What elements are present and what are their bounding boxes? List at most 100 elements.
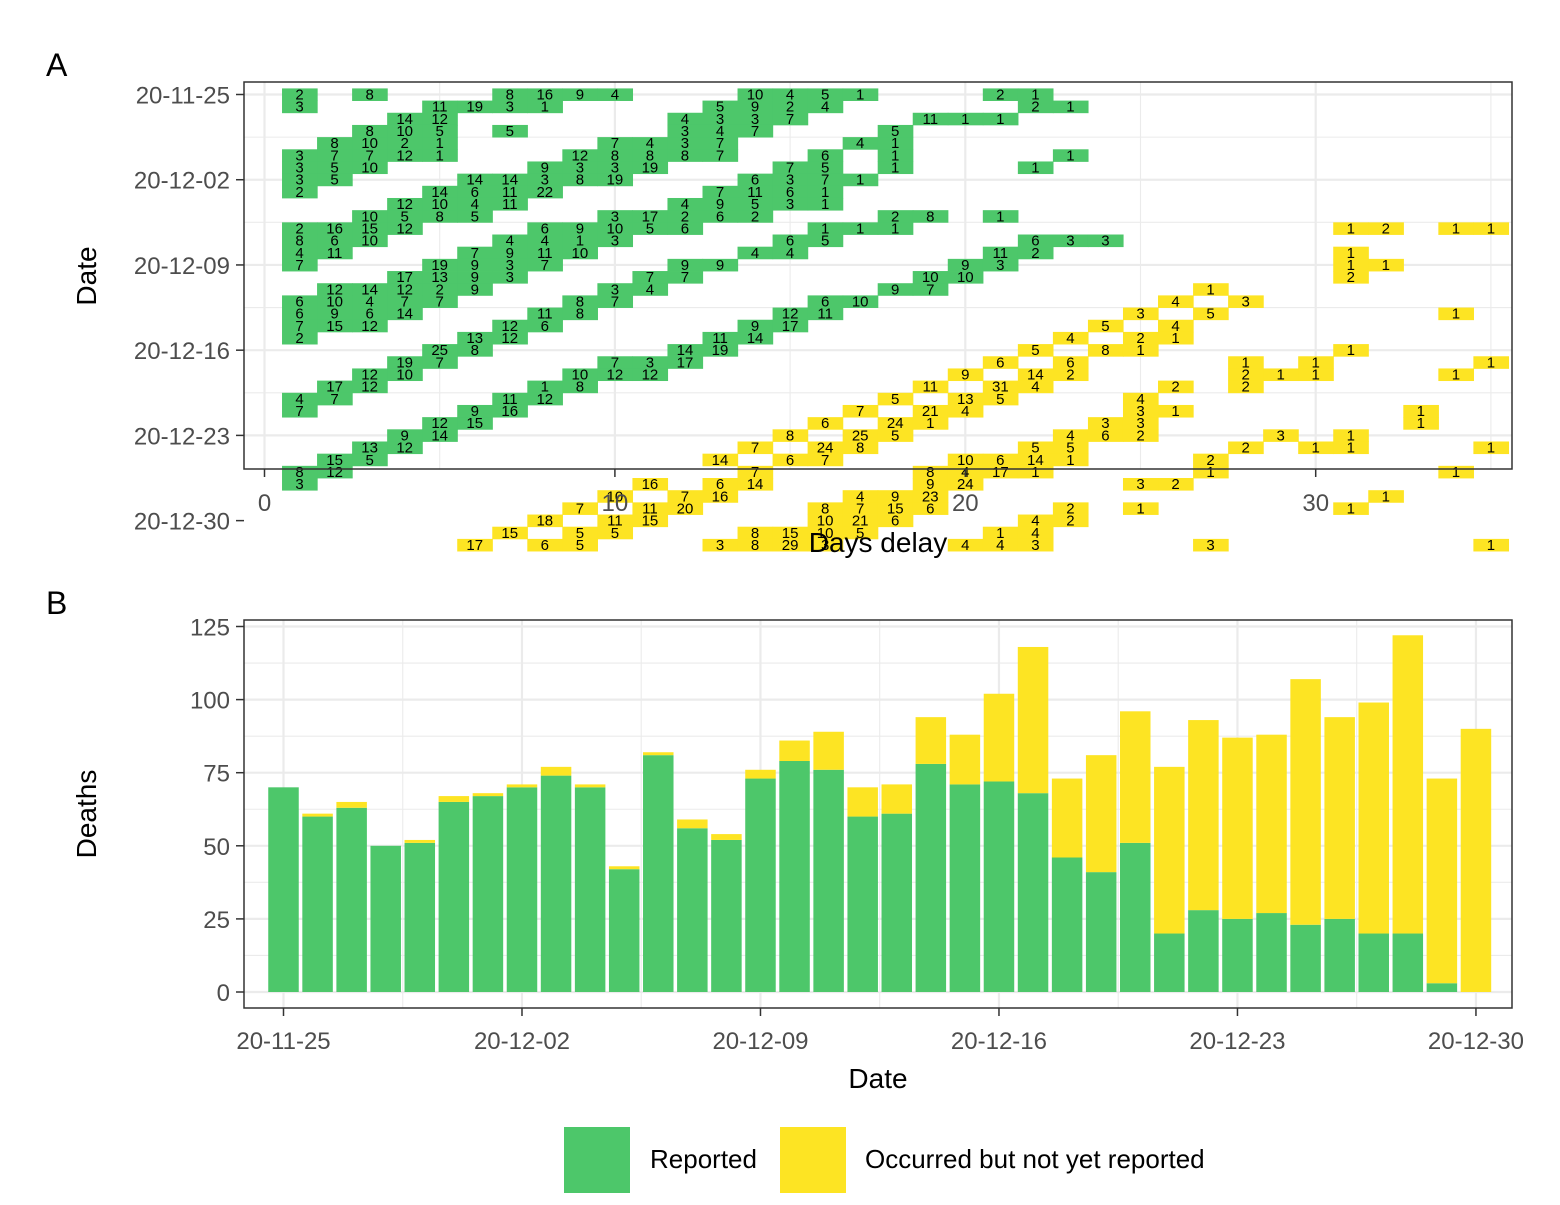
heatmap-cell — [1017, 246, 1054, 260]
heatmap-cell-label: 9 — [471, 257, 479, 274]
heatmap-cell — [807, 161, 844, 175]
heatmap-cell — [597, 88, 634, 101]
heatmap-cell-label: 12 — [396, 147, 413, 164]
bar-reported — [983, 781, 1015, 992]
heatmap-cell-label: 2 — [1031, 99, 1039, 116]
heatmap-cell-label: 2 — [1171, 476, 1179, 493]
heatmap-cell-label: 12 — [396, 196, 413, 213]
heatmap-cell-label: 1 — [1347, 427, 1355, 444]
heatmap-cell — [1017, 368, 1054, 382]
heatmap-cell-label: 14 — [431, 427, 448, 444]
heatmap-cell-label: 8 — [681, 147, 689, 164]
heatmap-cell — [387, 197, 423, 211]
heatmap-cell-label: 3 — [1136, 476, 1144, 493]
heatmap-cell-label: 5 — [330, 172, 338, 189]
heatmap-cell — [667, 149, 704, 162]
heatmap-cell — [527, 222, 563, 235]
bar-reported — [1154, 933, 1185, 992]
heatmap-cell-label: 12 — [642, 367, 659, 384]
heatmap-cell — [737, 173, 774, 187]
bar-not-reported — [540, 766, 572, 776]
heatmap-cell — [282, 222, 318, 235]
bar-not-reported — [438, 796, 470, 802]
heatmap-cell — [702, 112, 739, 126]
heatmap-cell — [352, 124, 388, 138]
heatmap-cell — [1228, 441, 1264, 455]
heatmap-cell-label: 6 — [821, 293, 829, 310]
heatmap-cell-label: 5 — [646, 220, 654, 237]
bar-x-axis: 20-11-25 20-12-02 20-12-09 20-12-16 20-12-23… — [236, 1008, 1524, 1055]
heatmap-cell-label: 9 — [891, 281, 899, 298]
heatmap-cell-label: 10 — [361, 233, 378, 250]
heatmap-cell — [772, 429, 809, 442]
heatmap-cell — [597, 368, 634, 382]
heatmap-cell-label: 1 — [996, 525, 1004, 542]
heatmap-cell-label: 14 — [677, 342, 694, 359]
bar-reported — [268, 787, 299, 992]
heatmap-cell — [737, 538, 774, 552]
heatmap-cell-label: 4 — [1031, 513, 1039, 530]
heatmap-cell — [352, 319, 388, 333]
heatmap-cell — [1087, 429, 1124, 442]
heatmap-cell — [317, 392, 353, 406]
heatmap-cell — [352, 234, 388, 248]
heatmap-cell — [842, 514, 879, 528]
heatmap-cell — [912, 380, 949, 394]
heatmap-cell-label: 5 — [436, 123, 444, 140]
heatmap-cell — [877, 417, 914, 430]
heatmap-cell-label: 7 — [646, 269, 654, 286]
bar-reported — [915, 763, 947, 992]
heatmap-cell — [1052, 356, 1089, 369]
heatmap-cell — [737, 441, 774, 455]
heatmap-cell-label: 31 — [992, 379, 1009, 396]
heatmap-cell — [527, 246, 563, 260]
heatmap-cell — [667, 210, 704, 223]
heatmap-cell-label: 15 — [326, 318, 343, 335]
heatmap-cell — [772, 234, 809, 248]
heatmap-cell — [457, 417, 493, 430]
heatmap-cell — [352, 88, 388, 101]
heatmap-cell — [457, 185, 493, 199]
heatmap-cell-label: 1 — [1347, 245, 1355, 262]
bar-reported — [1188, 910, 1219, 992]
heatmap-cell-label: 14 — [1027, 452, 1044, 469]
heatmap-cell-label: 11 — [747, 184, 763, 201]
heatmap-cell-label: 1 — [1031, 87, 1039, 104]
heatmap-cell-label: 1 — [891, 135, 899, 152]
heatmap-cell — [527, 319, 563, 333]
heatmap-cell-label: 1 — [996, 208, 1004, 225]
heatmap-cell-label: 11 — [502, 184, 518, 201]
heatmap-cell — [877, 502, 914, 515]
heatmap-cell — [807, 149, 844, 162]
heatmap-cell — [667, 258, 704, 272]
heatmap-cell — [737, 210, 774, 223]
heatmap-cell — [702, 100, 739, 114]
heatmap-cell-label: 5 — [821, 87, 829, 104]
heatmap-cell — [737, 185, 774, 199]
heatmap-cell — [947, 271, 984, 284]
heatmap-cell — [1087, 319, 1124, 333]
heatmap-cell-label: 7 — [436, 354, 444, 371]
heatmap-cell-label: 4 — [1066, 330, 1074, 347]
bar-reported — [847, 816, 878, 992]
heatmap-cell-label: 4 — [506, 233, 514, 250]
heatmap-cell — [527, 185, 563, 199]
heatmap-cell — [492, 258, 528, 272]
heatmap-cell — [492, 271, 528, 284]
heatmap-cell — [1017, 538, 1054, 552]
heatmap-cell-label: 7 — [330, 391, 338, 408]
heatmap-cell — [1158, 404, 1194, 418]
heatmap-cell-label: 5 — [1101, 318, 1109, 335]
heatmap-cell-label: 4 — [821, 99, 829, 116]
heatmap-cell-label: 7 — [926, 281, 934, 298]
heatmap-cell-label: 4 — [365, 293, 373, 310]
heatmap-cell-label: 1 — [1066, 147, 1074, 164]
heatmap-cell-label: 7 — [611, 293, 619, 310]
heatmap-cell-label: 10 — [817, 525, 834, 542]
heatmap-cell — [317, 283, 353, 296]
heatmap-cell — [1122, 502, 1159, 515]
heatmap-cell-label: 2 — [1066, 500, 1074, 517]
heatmap-cell — [352, 210, 388, 223]
heatmap-cell — [282, 295, 318, 308]
